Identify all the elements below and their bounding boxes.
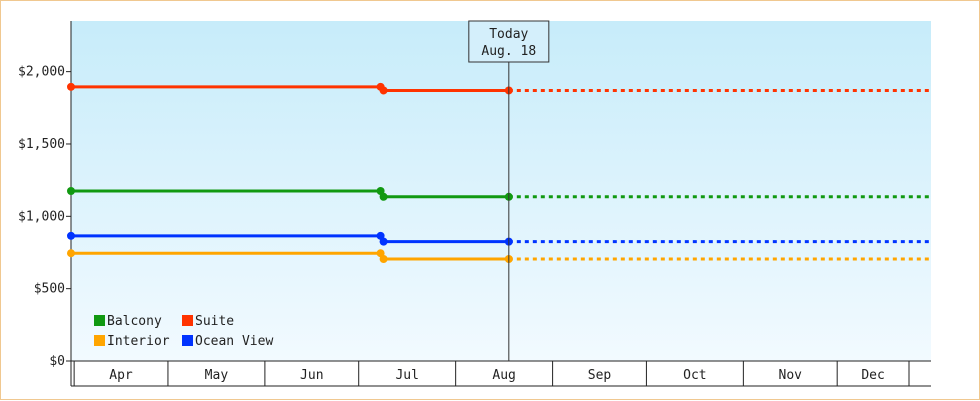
x-tick-label: Jun	[300, 368, 323, 383]
y-tick-label: $0	[49, 354, 65, 369]
legend-swatch	[94, 335, 105, 346]
legend: Balcony Suite Interior Ocean View	[94, 314, 273, 349]
series-balcony	[67, 187, 931, 201]
x-tick-label: Jul	[395, 368, 418, 383]
series-point	[67, 82, 75, 91]
y-tick-label: $500	[34, 282, 65, 297]
series-suite	[67, 82, 931, 95]
x-tick-label: Aug	[492, 368, 515, 383]
legend-swatch	[94, 315, 105, 326]
x-tick-label: Dec	[861, 368, 884, 383]
legend-label: Suite	[195, 314, 234, 329]
today-marker: Today Aug. 18	[468, 20, 550, 361]
series-point	[379, 86, 388, 95]
series-layer	[67, 82, 931, 263]
series-ocean-view	[67, 231, 931, 246]
x-tick-label: Apr	[109, 368, 133, 383]
y-tick-label: $1,000	[18, 209, 65, 224]
x-tick-label: May	[205, 368, 229, 383]
legend-label: Interior	[107, 334, 170, 349]
series-point	[67, 249, 75, 258]
series-point	[67, 187, 75, 195]
x-tick-label: Oct	[683, 368, 706, 383]
series-point	[379, 192, 388, 201]
series-point	[379, 237, 388, 246]
series-point	[67, 231, 75, 240]
today-label: Today	[489, 27, 528, 42]
legend-swatch	[182, 335, 193, 346]
today-date: Aug. 18	[481, 44, 536, 59]
y-tick-label: $2,000	[18, 65, 65, 80]
y-tick-label: $1,500	[18, 137, 65, 152]
legend-label: Balcony	[107, 314, 162, 329]
legend-label: Ocean View	[195, 334, 273, 349]
legend-swatch	[182, 315, 193, 326]
today-box	[468, 20, 550, 63]
series-point	[379, 255, 388, 263]
x-tick-label: Nov	[779, 368, 803, 383]
axes: $0 $500 $1,000 $1,500 $2,000 Apr May Jun Jul Aug S…	[18, 21, 931, 387]
x-tick-label: Sep	[588, 368, 612, 383]
series-interior	[67, 249, 931, 263]
